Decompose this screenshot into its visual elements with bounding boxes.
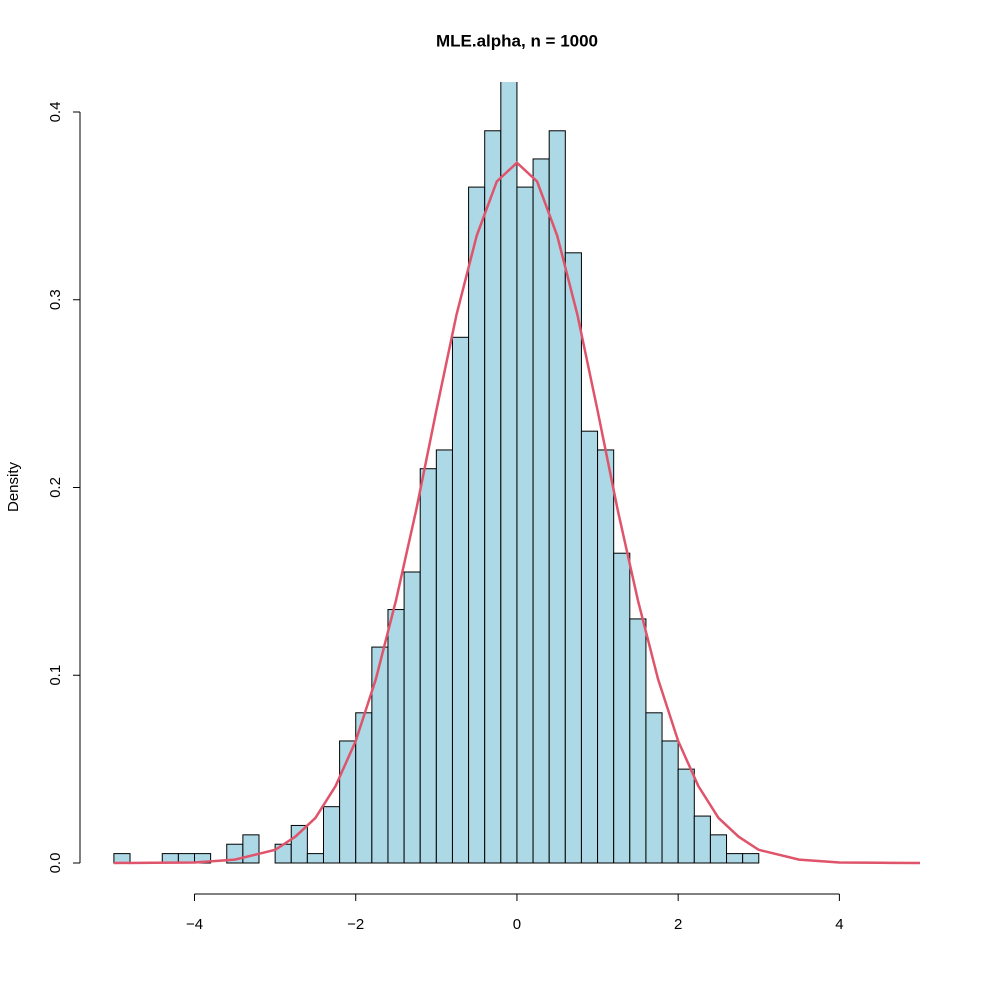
density-curve [113, 160, 921, 865]
histogram-bar [306, 853, 324, 864]
histogram-bar [242, 834, 260, 864]
y-axis-label: Density [5, 461, 22, 512]
y-tick-label: 0.1 [47, 665, 64, 686]
histogram-bar [468, 186, 486, 864]
histogram-bar [742, 853, 760, 864]
x-tick-label: 0 [513, 916, 521, 933]
histogram-bar [451, 336, 470, 864]
histogram-bar [677, 768, 695, 864]
histogram-bar [645, 712, 663, 864]
x-tick-label: 4 [835, 916, 843, 933]
x-tick-label: −2 [347, 916, 364, 933]
histogram-bar [500, 82, 518, 864]
histogram-bar [113, 853, 131, 864]
plot-area [113, 82, 921, 865]
histogram-bar [597, 449, 615, 864]
histogram-bar [726, 853, 744, 864]
histogram-bar [661, 740, 679, 864]
histogram-bar [629, 618, 647, 864]
histogram-bar [419, 468, 437, 864]
histogram-bar [613, 552, 631, 864]
histogram-bar [387, 609, 405, 864]
histogram-bar [532, 158, 550, 864]
y-tick-label: 0.2 [47, 477, 64, 498]
histogram-bar [709, 834, 728, 864]
y-tick-label: 0.3 [47, 289, 64, 310]
histogram-bar [322, 806, 341, 864]
x-tick-label: −4 [186, 916, 203, 933]
y-tick-label: 0.0 [47, 853, 64, 874]
histogram-bar [403, 571, 421, 864]
chart-title: MLE.alpha, n = 1000 [436, 31, 598, 50]
histogram-bar [371, 646, 389, 864]
histogram-bar [484, 130, 502, 864]
histogram-bar [580, 430, 599, 864]
histogram-bar [564, 252, 582, 864]
histogram-bar [290, 824, 308, 864]
y-tick-label: 0.4 [47, 102, 64, 123]
x-tick-label: 2 [674, 916, 682, 933]
histogram-bar [516, 186, 534, 864]
histogram-bar [435, 449, 453, 864]
histogram-bar [693, 815, 711, 864]
